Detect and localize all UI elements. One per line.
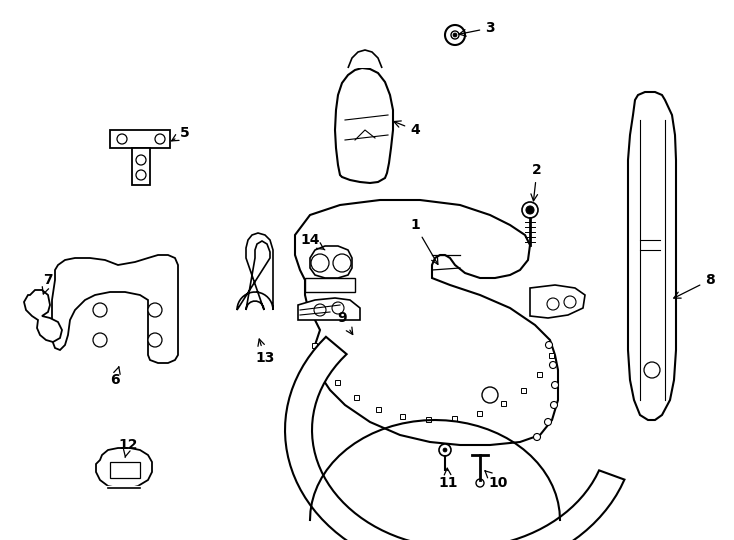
Bar — [537, 372, 542, 377]
Circle shape — [148, 303, 162, 317]
Circle shape — [545, 341, 553, 348]
Circle shape — [534, 434, 540, 441]
Circle shape — [476, 479, 484, 487]
Bar — [354, 395, 359, 400]
Circle shape — [547, 298, 559, 310]
Circle shape — [117, 134, 127, 144]
Text: 5: 5 — [172, 126, 190, 141]
Text: 11: 11 — [438, 468, 458, 490]
Circle shape — [644, 362, 660, 378]
Bar — [549, 353, 554, 359]
Text: 14: 14 — [300, 233, 325, 250]
Text: 13: 13 — [255, 339, 275, 365]
Text: 8: 8 — [674, 273, 715, 298]
Circle shape — [522, 202, 538, 218]
Polygon shape — [530, 285, 585, 318]
Text: 10: 10 — [485, 471, 508, 490]
Text: 3: 3 — [459, 21, 495, 36]
Circle shape — [155, 134, 165, 144]
Bar — [521, 388, 526, 393]
Bar — [426, 417, 431, 422]
Text: 7: 7 — [43, 273, 53, 294]
Text: 12: 12 — [118, 438, 138, 457]
Polygon shape — [237, 233, 273, 310]
Bar — [400, 414, 405, 419]
Circle shape — [136, 155, 146, 165]
Bar — [452, 416, 457, 421]
Polygon shape — [110, 462, 140, 478]
Polygon shape — [132, 148, 150, 185]
Polygon shape — [628, 92, 676, 420]
Polygon shape — [110, 130, 170, 148]
Bar — [376, 407, 381, 411]
Text: 6: 6 — [110, 367, 120, 387]
Circle shape — [311, 254, 329, 272]
Circle shape — [136, 170, 146, 180]
Circle shape — [482, 387, 498, 403]
Circle shape — [93, 333, 107, 347]
Circle shape — [332, 302, 344, 314]
Circle shape — [550, 361, 556, 368]
Circle shape — [443, 448, 447, 452]
Bar — [312, 343, 317, 348]
Circle shape — [550, 402, 558, 408]
Polygon shape — [348, 50, 382, 68]
Polygon shape — [295, 200, 558, 445]
Bar — [501, 401, 506, 407]
Circle shape — [93, 303, 107, 317]
Circle shape — [451, 31, 459, 39]
Bar — [321, 363, 326, 368]
Polygon shape — [310, 246, 352, 278]
Polygon shape — [52, 255, 178, 363]
Polygon shape — [335, 68, 393, 183]
Circle shape — [148, 333, 162, 347]
Text: 9: 9 — [337, 311, 353, 334]
Circle shape — [445, 25, 465, 45]
Circle shape — [526, 206, 534, 214]
Bar — [335, 381, 341, 386]
Text: 1: 1 — [410, 218, 438, 265]
Polygon shape — [24, 290, 62, 342]
Text: 2: 2 — [531, 163, 542, 201]
Circle shape — [439, 444, 451, 456]
Circle shape — [453, 33, 457, 37]
Circle shape — [333, 254, 351, 272]
Polygon shape — [298, 298, 360, 320]
Text: 4: 4 — [394, 121, 420, 137]
Circle shape — [314, 304, 326, 316]
Circle shape — [545, 418, 551, 426]
Polygon shape — [96, 448, 152, 488]
Polygon shape — [285, 337, 625, 540]
Bar — [477, 411, 482, 416]
Circle shape — [551, 381, 559, 388]
Polygon shape — [305, 278, 355, 292]
Circle shape — [564, 296, 576, 308]
